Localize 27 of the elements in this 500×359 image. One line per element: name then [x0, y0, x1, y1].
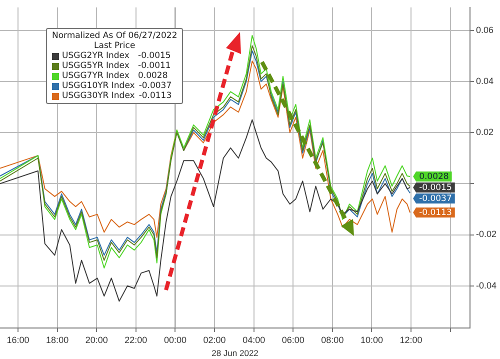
y-tick-label: -0.04 [476, 280, 497, 290]
x-tick-label: 22:00 [124, 334, 148, 345]
x-tick-label: 20:00 [85, 334, 108, 345]
x-tick-label: 12:00 [400, 334, 422, 345]
x-tick-label: 06:00 [282, 334, 304, 345]
x-tick-label: 04:00 [242, 334, 266, 345]
legend-title: Normalized As Of 06/27/2022 Last Price [52, 31, 178, 51]
x-tick-label: 10:00 [360, 334, 384, 345]
legend-label: USGG7YR Index 0.0028 [62, 71, 168, 81]
data-label: -0.0015 [419, 183, 452, 194]
y-tick-label: 0.04 [476, 76, 494, 86]
x-axis-title: 28 Jun 2022 [212, 348, 259, 358]
x-tick-label: 16:00 [6, 334, 30, 345]
x-tick-label: 02:00 [203, 334, 226, 345]
y-tick-label: 0.02 [476, 127, 494, 138]
x-tick-label: 18:00 [46, 334, 69, 345]
legend-label: USGG5YR Index -0.0011 [62, 61, 171, 71]
data-label: 0.0028 [419, 172, 449, 182]
legend-label: USGG2YR Index -0.0015 [62, 51, 171, 61]
legend-label: USGG30YR Index -0.0113 [62, 91, 172, 101]
x-tick-label: 08:00 [321, 334, 344, 345]
y-tick-label: 0.06 [476, 24, 494, 35]
x-tick-label: 00:00 [164, 334, 186, 345]
data-label: -0.0037 [419, 194, 452, 204]
data-label: -0.0113 [419, 208, 452, 218]
y-tick-label: -0.02 [476, 229, 497, 240]
legend-label: USGG10YR Index -0.0037 [62, 81, 172, 91]
